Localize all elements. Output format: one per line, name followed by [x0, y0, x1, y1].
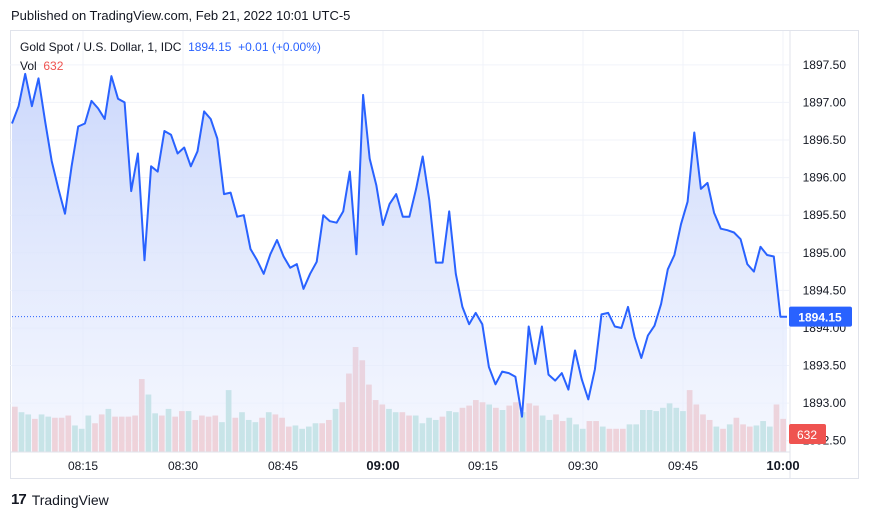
price-tick-label: 1895.50 [803, 208, 847, 222]
time-tick-label: 09:15 [468, 459, 498, 473]
time-tick-label: 10:00 [766, 458, 799, 473]
time-tick-label: 08:45 [268, 459, 298, 473]
price-tick-label: 1893.50 [803, 359, 847, 373]
last-volume-tag [789, 424, 826, 444]
brand-name: TradingView [31, 491, 109, 508]
price-tick-label: 1894.50 [803, 283, 847, 297]
last-price-tag-label: 1894.15 [798, 311, 842, 325]
axis-tags: 1894.15 632 [789, 306, 852, 444]
price-tick-label: 1897.00 [803, 95, 847, 109]
last-price: 1894.15 [188, 40, 232, 54]
price-tick-label: 1897.50 [803, 58, 847, 72]
price-area-fill [12, 73, 787, 453]
volume-label[interactable]: Vol [20, 59, 37, 73]
price-tick-label: 1895.00 [803, 246, 847, 260]
tradingview-logo-icon: 17 [11, 491, 27, 508]
time-tick-label: 09:00 [366, 458, 399, 473]
last-volume-tag-label: 632 [797, 428, 817, 442]
price-tick-label: 1893.00 [803, 396, 847, 410]
time-axis: 08:15 08:30 08:45 09:00 09:15 09:30 09:45 10:00 [10, 451, 800, 473]
last-price-tag [789, 306, 852, 327]
footer-branding[interactable]: 17 TradingView [11, 491, 109, 508]
volume-value: 632 [43, 59, 64, 73]
time-tick-label: 08:15 [68, 459, 98, 473]
time-tick-label: 09:45 [668, 459, 698, 473]
legend-row-volume: Vol 632 [20, 57, 321, 76]
legend-row-symbol: Gold Spot / U.S. Dollar, 1, IDC 1894.15 … [20, 38, 321, 57]
chart-frame [10, 30, 859, 479]
price-line [11, 72, 787, 418]
price-tick-label: 1896.00 [803, 171, 847, 185]
time-tick-label: 09:30 [568, 459, 598, 473]
symbol-title[interactable]: Gold Spot / U.S. Dollar, 1, IDC [20, 40, 182, 54]
published-caption: Published on TradingView.com, Feb 21, 20… [11, 8, 351, 23]
chart-legend: Gold Spot / U.S. Dollar, 1, IDC 1894.15 … [20, 38, 321, 76]
price-tick-label: 1896.50 [803, 133, 847, 147]
time-tick-label: 08:30 [168, 459, 198, 473]
price-change: +0.01 (+0.00%) [238, 40, 321, 54]
price-axis: 1897.50 1897.00 1896.50 1896.00 1895.50 1895.… [789, 31, 847, 479]
